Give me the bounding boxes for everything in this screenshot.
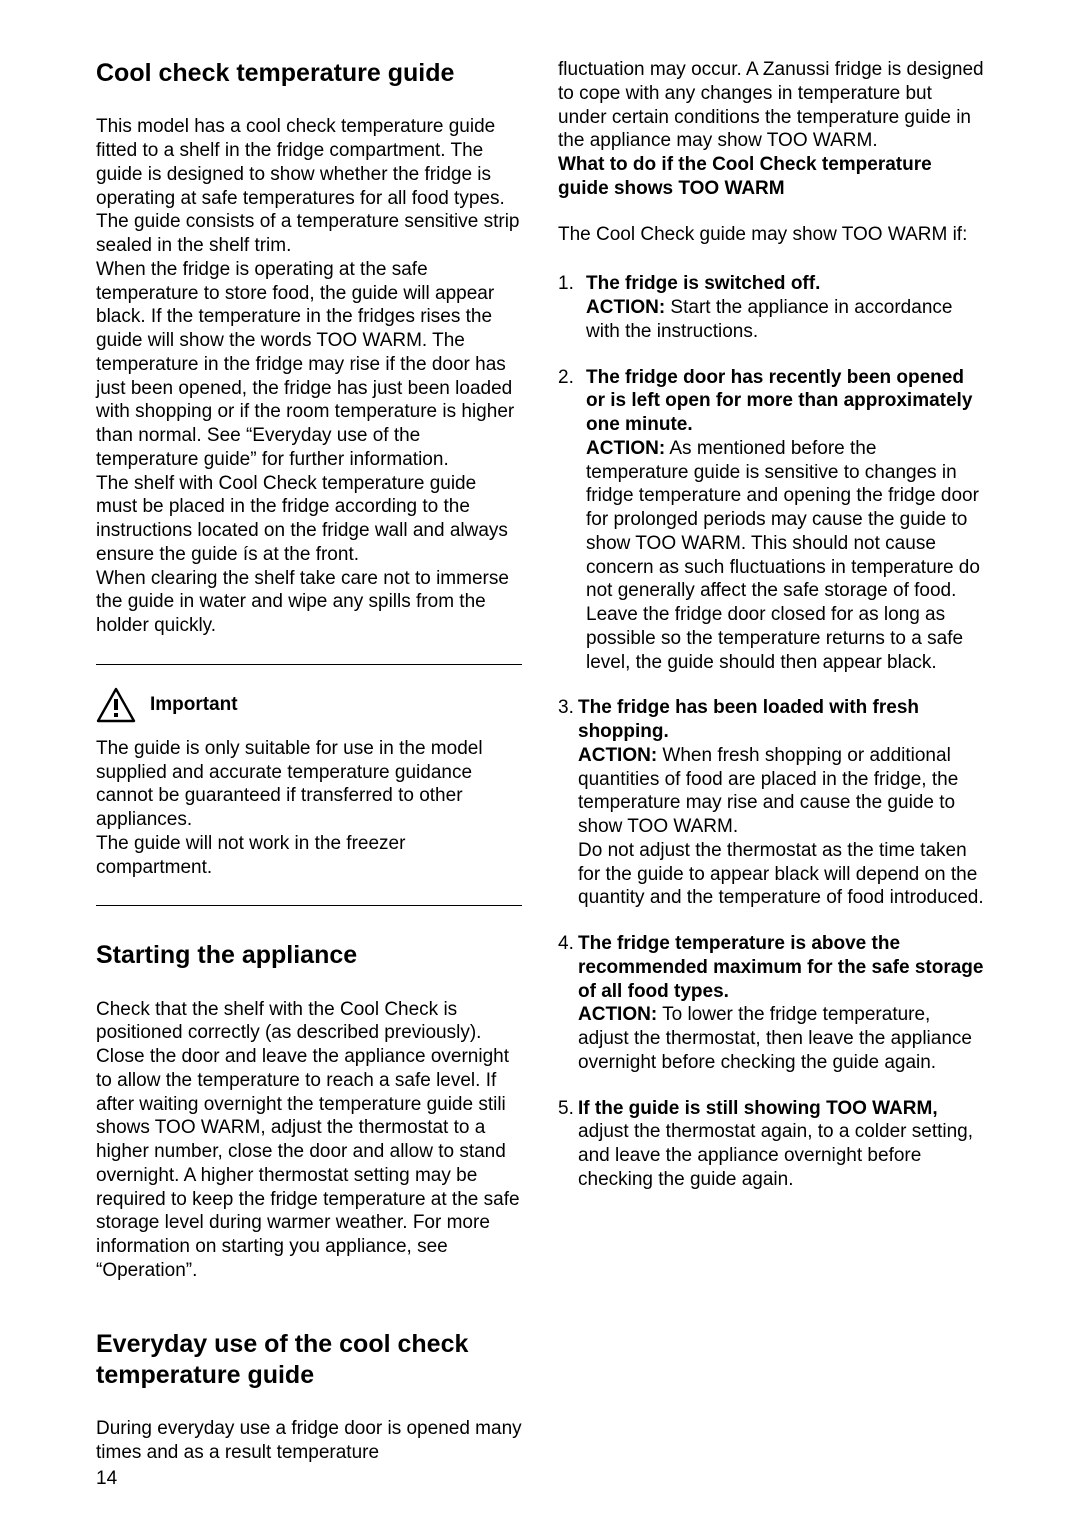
divider	[96, 905, 522, 906]
two-column-layout: Cool check temperature guide This model …	[96, 58, 984, 1465]
list-item: 1. The fridge is switched off. ACTION: S…	[558, 272, 984, 343]
paragraph-starting: Check that the shelf with the Cool Check…	[96, 998, 522, 1283]
list-item: 3. The fridge has been loaded with fresh…	[558, 696, 984, 910]
action-text: As mentioned before the temperature guid…	[586, 438, 980, 673]
important-callout: Important	[96, 687, 522, 723]
list-item-title: The fridge has been loaded with fresh sh…	[578, 697, 919, 742]
heading-everyday: Everyday use of the cool check temperatu…	[96, 1329, 522, 1392]
warning-triangle-icon	[96, 687, 136, 723]
divider	[96, 664, 522, 665]
list-item-title: The fridge is switched off.	[586, 273, 820, 294]
action-label: ACTION:	[586, 438, 665, 459]
paragraph-intro-right: fluctuation may occur. A Zanussi fridge …	[558, 58, 984, 153]
heading-starting: Starting the appliance	[96, 940, 522, 971]
list-item: 4. The fridge temperature is above the r…	[558, 932, 984, 1075]
paragraph-cool-check: This model has a cool check temperature …	[96, 115, 522, 638]
list-number: 1.	[558, 272, 574, 296]
list-number: 5.	[558, 1097, 574, 1121]
paragraph-everyday: During everyday use a fridge door is ope…	[96, 1417, 522, 1465]
list-item-title: If the guide is still showing TOO WARM,	[578, 1098, 938, 1119]
list-number: 4.	[558, 932, 574, 956]
action-label: ACTION:	[578, 745, 657, 766]
action-text: adjust the thermostat again, to a colder…	[578, 1121, 973, 1190]
heading-what-to-do: What to do if the Cool Check temperature…	[558, 153, 984, 201]
list-item-title: The fridge temperature is above the reco…	[578, 933, 983, 1002]
paragraph-important: The guide is only suitable for use in th…	[96, 737, 522, 880]
important-label: Important	[150, 694, 238, 716]
paragraph-may-show: The Cool Check guide may show TOO WARM i…	[558, 223, 984, 247]
list-number: 3.	[558, 696, 574, 720]
list-number: 2.	[558, 366, 574, 390]
list-item-title: The fridge door has recently been opened…	[586, 367, 972, 436]
list-item: 5. If the guide is still showing TOO WAR…	[558, 1097, 984, 1192]
page-number: 14	[96, 1468, 117, 1490]
action-list: 1. The fridge is switched off. ACTION: S…	[558, 272, 984, 1191]
action-label: ACTION:	[586, 297, 665, 318]
right-column: fluctuation may occur. A Zanussi fridge …	[558, 58, 984, 1465]
heading-cool-check: Cool check temperature guide	[96, 58, 522, 89]
left-column: Cool check temperature guide This model …	[96, 58, 522, 1465]
action-label: ACTION:	[578, 1004, 657, 1025]
list-item: 2. The fridge door has recently been ope…	[558, 366, 984, 675]
action-text: When fresh shopping or additional quanti…	[578, 745, 984, 909]
